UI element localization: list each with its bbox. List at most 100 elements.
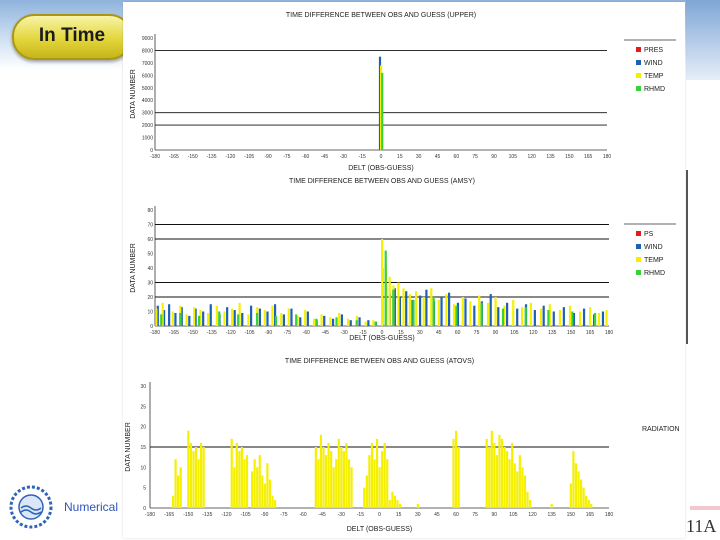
- chart3-bar-radiation: [391, 491, 394, 508]
- chart3-bar-radiation: [330, 451, 333, 508]
- chart3-bar-radiation: [177, 475, 180, 508]
- chart2-x-tick-label: 75: [474, 330, 480, 336]
- chart2-bar-temp: [503, 305, 506, 326]
- chart2-bar-temp: [271, 305, 274, 326]
- chart2-x-tick-label: -90: [265, 330, 272, 336]
- chart3-x-tick-label: -45: [319, 512, 326, 518]
- chart2-bar-temp: [304, 310, 307, 326]
- chart2-bar-wind: [226, 307, 229, 326]
- chart2-bar-wind: [582, 308, 586, 326]
- chart2-bar-wind: [250, 305, 253, 326]
- chart3-bar-radiation: [495, 455, 498, 508]
- chart2-bar-rhmd: [455, 305, 458, 326]
- chart3-bar-radiation: [511, 442, 514, 508]
- chart2-bar-wind: [323, 315, 326, 326]
- chart1-x-tick-label: -105: [244, 154, 254, 160]
- chart2-title: TIME DIFFERENCE BETWEEN OBS AND GUESS (A…: [289, 178, 475, 185]
- chart3-bar-radiation: [585, 495, 588, 508]
- chart2-bar-wind: [473, 305, 476, 326]
- chart2-bar-wind: [405, 291, 408, 326]
- chart3-bar-radiation: [179, 467, 182, 508]
- chart3-bar-radiation: [500, 438, 504, 508]
- chart2-y-tick-label: 40: [147, 266, 153, 272]
- chart2-bar-temp: [199, 310, 202, 326]
- chart1-legend-label: RHMD: [644, 86, 665, 93]
- chart2-bar-rhmd: [412, 299, 415, 326]
- chart2-bar-temp: [206, 312, 210, 326]
- chart1-x-tick-label: -120: [225, 154, 235, 160]
- chart2-bar-wind: [349, 320, 352, 326]
- chart2-bar-rhmd: [547, 310, 550, 326]
- footer-accent-bar: [690, 506, 720, 510]
- chart2-x-tick-label: -150: [188, 330, 198, 336]
- chart2-bar-wind: [516, 308, 519, 326]
- chart1-x-tick-label: 60: [454, 154, 460, 160]
- chart2-bar-temp: [287, 308, 290, 326]
- chart3-bar-radiation: [197, 459, 200, 508]
- chart2-bar-temp: [230, 308, 234, 326]
- chart2-x-tick-label: 135: [548, 330, 557, 336]
- chart2-x-tick-label: -45: [322, 330, 329, 336]
- organization-logo-icon: [9, 485, 53, 529]
- chart2-bar-wind: [306, 311, 309, 326]
- chart2-bar-temp: [578, 311, 582, 326]
- chart2-bar-temp: [263, 310, 266, 326]
- chart3-bar-radiation: [266, 463, 269, 508]
- chart3-bar-radiation: [396, 499, 399, 508]
- chart2-bar-temp: [529, 302, 533, 326]
- chart3-bar-radiation: [526, 491, 529, 508]
- chart3-y-tick-label: 15: [140, 445, 146, 451]
- chart2-bar-wind: [180, 307, 183, 326]
- chart2-y-axis-label: DATA NUMBER: [130, 243, 137, 293]
- chart2-bar-temp: [296, 315, 299, 326]
- chart2-bar-wind: [188, 315, 191, 326]
- slide-title: In Time: [38, 25, 106, 46]
- chart3-bar-radiation: [569, 483, 572, 508]
- chart1-y-tick-label: 2000: [142, 123, 153, 129]
- chart3-bar-radiation: [416, 503, 419, 508]
- chart2-bar-rhmd: [501, 308, 505, 326]
- chart1-y-tick-label: 7000: [142, 61, 153, 67]
- chart2-bar-wind: [258, 308, 262, 326]
- chart2-bar-temp: [415, 291, 418, 326]
- chart2-bar-temp: [430, 288, 433, 326]
- chart2-bar-temp: [329, 317, 332, 326]
- chart2-x-tick-label: -15: [359, 330, 366, 336]
- chart3-bar-radiation: [550, 503, 553, 508]
- chart3-bar-radiation: [322, 447, 325, 508]
- chart2-bar-rhmd: [335, 317, 338, 326]
- chart-panel: [123, 2, 685, 538]
- chart2-x-tick-label: -30: [341, 330, 348, 336]
- chart1-x-tick-label: 105: [509, 154, 518, 160]
- chart3-bar-radiation: [506, 451, 509, 508]
- chart2-bar-wind: [358, 317, 361, 326]
- chart3-bar-radiation: [521, 467, 524, 508]
- chart3-bar-radiation: [513, 463, 516, 508]
- chart1-x-tick-label: -15: [359, 154, 366, 160]
- chart3-bar-radiation: [189, 442, 192, 508]
- chart2-bar-wind: [273, 304, 277, 326]
- chart1-x-tick-label: 0: [380, 154, 383, 160]
- chart3-x-tick-label: 90: [491, 512, 497, 518]
- chart2-bar-wind: [542, 305, 545, 326]
- chart2-bar-temp: [408, 294, 411, 326]
- chart2-bar-temp: [445, 294, 448, 326]
- header-background-right: [686, 0, 720, 80]
- chart3-bar-radiation: [171, 495, 175, 508]
- chart1-legend-label: PRES: [644, 47, 663, 54]
- chart3-y-tick-label: 10: [140, 465, 146, 471]
- chart2-y-tick-label: 0: [150, 324, 153, 330]
- chart2-x-tick-label: -180: [150, 330, 160, 336]
- chart1-x-tick-label: 135: [546, 154, 555, 160]
- chart3-bar-radiation: [253, 459, 256, 508]
- chart2-bar-wind: [241, 312, 244, 326]
- chart3-bar-radiation: [485, 438, 488, 508]
- chart2-bar-wind: [398, 297, 402, 326]
- title-badge: In Time: [12, 14, 132, 60]
- chart1-x-tick-label: 150: [565, 154, 574, 160]
- chart3-bar-radiation: [508, 459, 511, 508]
- chart2-bar-rhmd: [179, 312, 182, 326]
- chart2-x-tick-label: 15: [398, 330, 404, 336]
- chart3-y-axis-label: DATA NUMBER: [125, 422, 132, 472]
